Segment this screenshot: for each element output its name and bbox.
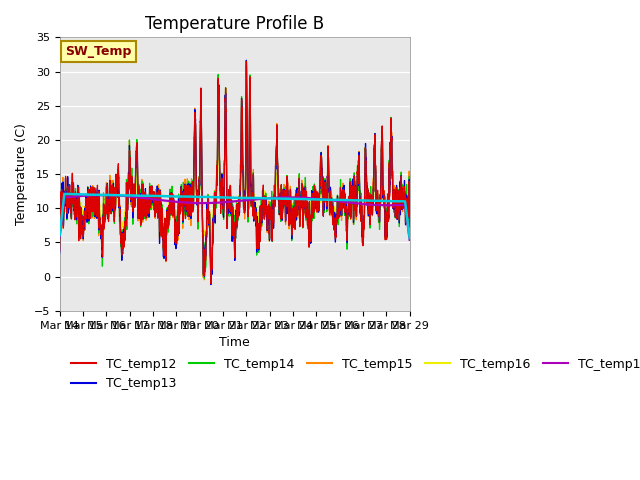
- TC_temp15: [205, 213, 213, 218]
- TC_temp13: [190, 167, 198, 173]
- TC_temp14: [362, 149, 369, 155]
- TC_temp15: [207, 282, 214, 288]
- Line: TC_temp15: TC_temp15: [60, 60, 410, 285]
- TC_temp17: [56, 234, 63, 240]
- TC_temp17: [205, 200, 213, 206]
- TC_temp12: [56, 248, 63, 253]
- TC_temp14: [56, 244, 63, 250]
- TC_temp13: [56, 250, 63, 256]
- TC_temp16: [246, 136, 253, 142]
- TC_temp15: [362, 148, 369, 154]
- TC_temp18: [96, 192, 104, 198]
- TC_temp18: [56, 232, 63, 238]
- TC_temp13: [406, 224, 413, 229]
- TC_temp16: [116, 212, 124, 218]
- TC_temp13: [116, 230, 124, 236]
- TC_temp18: [362, 198, 369, 204]
- TC_temp17: [406, 237, 413, 243]
- TC_temp16: [362, 186, 369, 192]
- TC_temp14: [190, 166, 198, 171]
- TC_temp13: [205, 216, 213, 221]
- TC_temp13: [207, 282, 215, 288]
- TC_temp12: [406, 224, 413, 230]
- TC_temp14: [399, 197, 407, 203]
- TC_temp12: [207, 281, 215, 287]
- TC_temp18: [406, 235, 413, 241]
- Line: TC_temp13: TC_temp13: [60, 60, 410, 285]
- TC_temp12: [116, 223, 124, 229]
- TC_temp17: [104, 192, 112, 198]
- TC_temp12: [399, 193, 407, 199]
- TC_temp13: [243, 58, 250, 63]
- TC_temp17: [96, 192, 104, 198]
- TC_temp14: [207, 280, 214, 286]
- Line: TC_temp12: TC_temp12: [60, 61, 410, 284]
- TC_temp16: [205, 195, 213, 201]
- TC_temp18: [116, 192, 124, 198]
- Legend: TC_temp12, TC_temp13, TC_temp14, TC_temp15, TC_temp16, TC_temp17, TC_temp18: TC_temp12, TC_temp13, TC_temp14, TC_temp…: [66, 353, 640, 395]
- TC_temp18: [399, 198, 406, 204]
- TC_temp14: [406, 220, 413, 226]
- TC_temp12: [362, 145, 369, 151]
- TC_temp15: [406, 230, 413, 236]
- TC_temp17: [190, 200, 198, 206]
- Line: TC_temp18: TC_temp18: [60, 194, 410, 238]
- TC_temp13: [96, 217, 104, 223]
- TC_temp16: [56, 239, 63, 244]
- TC_temp15: [399, 183, 407, 189]
- TC_temp14: [96, 220, 104, 226]
- TC_temp15: [116, 228, 124, 234]
- TC_temp15: [243, 58, 250, 63]
- X-axis label: Time: Time: [220, 336, 250, 349]
- TC_temp12: [96, 217, 104, 223]
- TC_temp15: [190, 163, 198, 168]
- TC_temp13: [399, 200, 407, 205]
- TC_temp18: [61, 191, 68, 197]
- TC_temp16: [190, 191, 198, 196]
- Y-axis label: Temperature (C): Temperature (C): [15, 123, 28, 225]
- Text: SW_Temp: SW_Temp: [65, 45, 131, 58]
- TC_temp17: [399, 202, 406, 208]
- TC_temp14: [243, 62, 250, 68]
- TC_temp16: [399, 203, 406, 209]
- TC_temp17: [362, 201, 369, 207]
- TC_temp12: [243, 59, 250, 64]
- TC_temp15: [96, 217, 104, 223]
- TC_temp14: [116, 229, 124, 235]
- TC_temp12: [190, 171, 198, 177]
- TC_temp18: [190, 194, 198, 200]
- TC_temp16: [96, 203, 104, 209]
- Title: Temperature Profile B: Temperature Profile B: [145, 15, 324, 33]
- Line: TC_temp14: TC_temp14: [60, 65, 410, 283]
- TC_temp18: [205, 194, 213, 200]
- TC_temp16: [406, 228, 413, 234]
- TC_temp13: [362, 151, 369, 156]
- TC_temp14: [205, 213, 213, 218]
- Line: TC_temp16: TC_temp16: [60, 139, 410, 241]
- TC_temp15: [56, 224, 63, 229]
- TC_temp12: [205, 214, 213, 219]
- Line: TC_temp17: TC_temp17: [60, 195, 410, 240]
- TC_temp17: [116, 193, 124, 199]
